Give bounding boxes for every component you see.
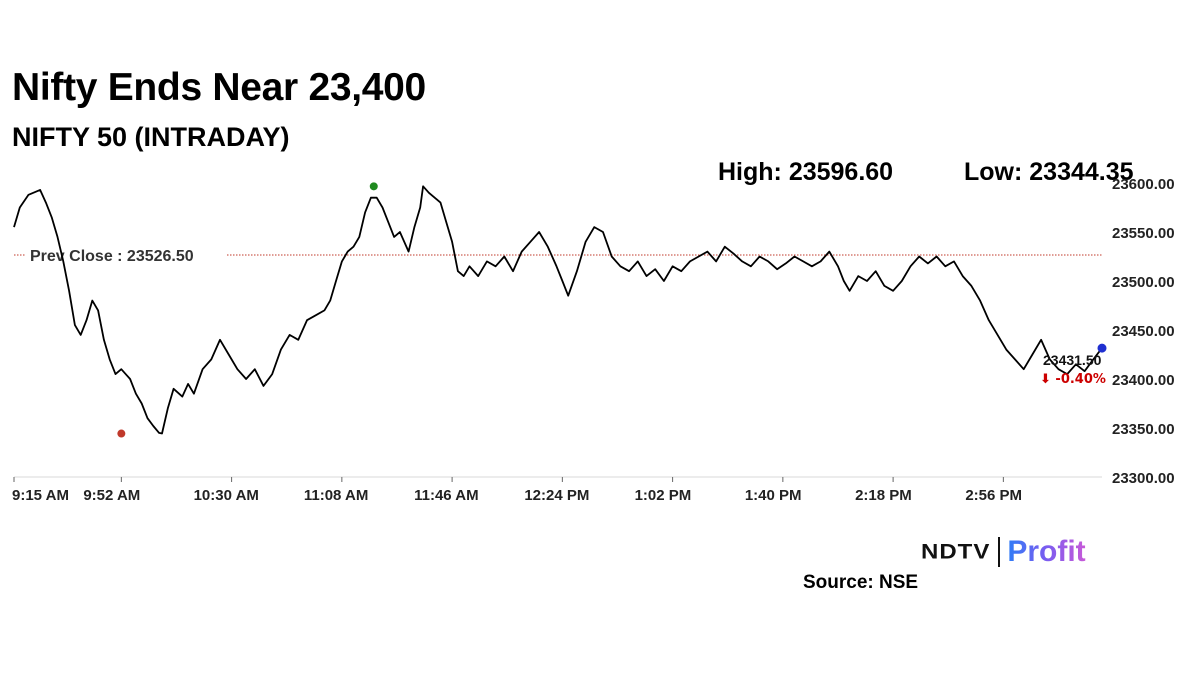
- ndtv-wordmark: NDTV: [921, 539, 991, 564]
- page-title: Nifty Ends Near 23,400: [12, 66, 426, 109]
- low-value-label: Low: 23344.35: [964, 158, 1134, 186]
- x-tick-label: 1:02 PM: [635, 487, 692, 504]
- x-tick-label: 2:18 PM: [855, 487, 912, 504]
- x-tick-label: 11:08 AM: [304, 487, 368, 504]
- last-price-label: 23431.50: [1043, 352, 1102, 368]
- high-value-label: High: 23596.60: [718, 158, 894, 186]
- x-tick-label: 11:46 AM: [414, 487, 478, 504]
- prev-close-label-bg: [26, 244, 226, 267]
- price-line: [13, 185, 1103, 435]
- last-price-marker: [1097, 343, 1107, 353]
- y-tick-label: 23500.00: [1112, 274, 1175, 291]
- profit-wordmark: Profit: [1007, 535, 1086, 568]
- percent-change-label: ⬇ -0.40%: [1040, 372, 1106, 387]
- x-tick-label: 9:15 AM: [12, 487, 69, 504]
- x-tick-label: 10:30 AM: [194, 487, 259, 504]
- x-tick-label: 12:24 PM: [524, 487, 589, 504]
- y-tick-label: 23300.00: [1112, 470, 1175, 487]
- ndtv-profit-logo: NDTV Profit: [921, 534, 1086, 570]
- x-tick-label: 1:40 PM: [745, 487, 802, 504]
- source-note: Source: NSE: [803, 572, 919, 593]
- low-marker: [117, 429, 126, 438]
- y-tick-label: 23400.00: [1112, 372, 1175, 389]
- y-tick-label: 23450.00: [1112, 323, 1175, 340]
- logo-divider: [998, 537, 1001, 567]
- high-marker: [369, 182, 378, 191]
- y-tick-label: 23600.00: [1112, 176, 1175, 193]
- x-tick-label: 9:52 AM: [83, 487, 140, 504]
- prev-close-label: Prev Close : 23526.50: [30, 248, 194, 265]
- page-subtitle: NIFTY 50 (INTRADAY): [12, 122, 290, 152]
- y-tick-label: 23550.00: [1112, 225, 1175, 242]
- x-tick-label: 2:56 PM: [965, 487, 1022, 504]
- y-tick-label: 23350.00: [1112, 421, 1175, 438]
